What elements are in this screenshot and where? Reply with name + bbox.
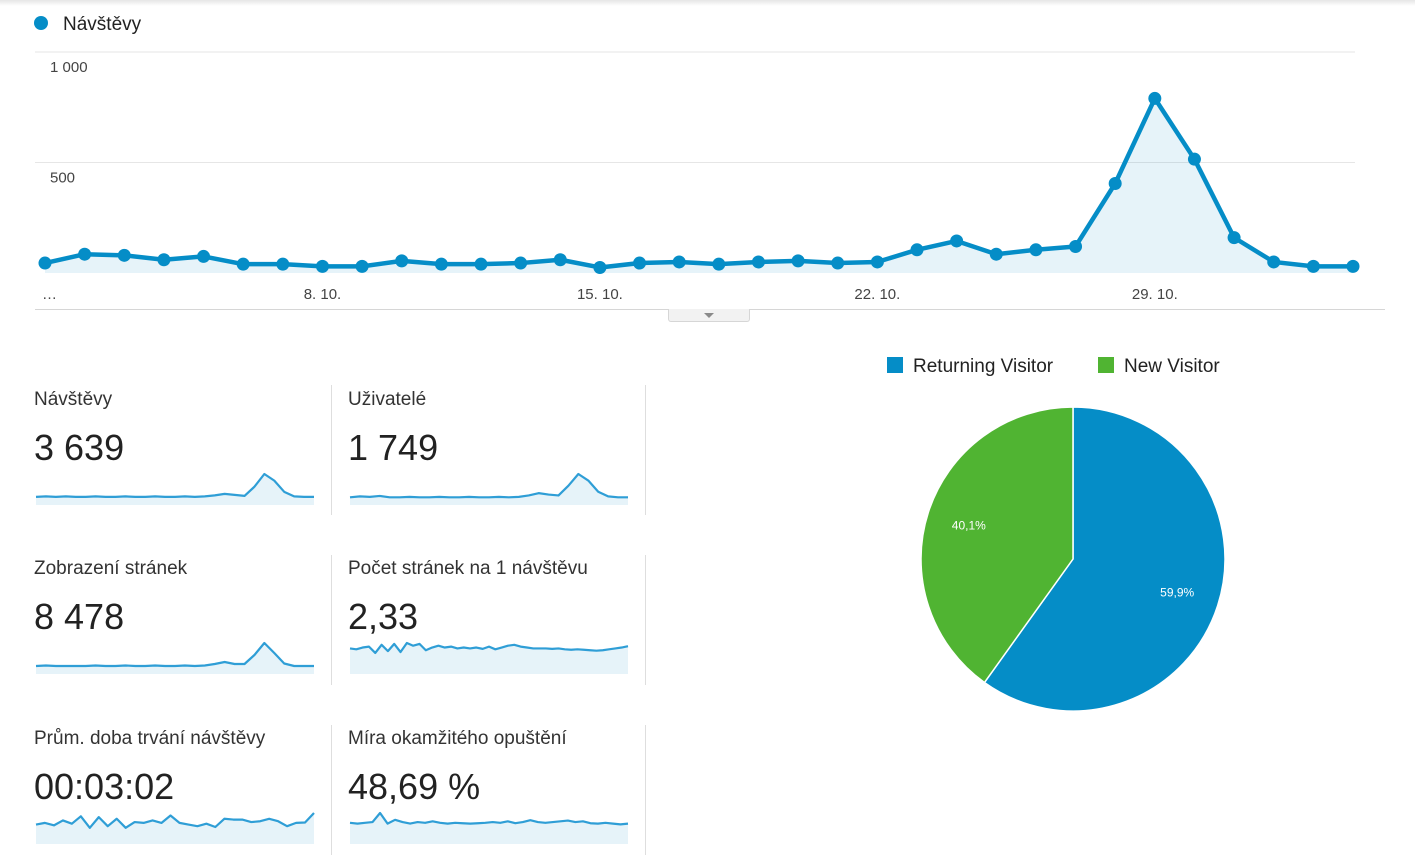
metric-sparkline <box>349 641 629 674</box>
data-point <box>197 249 211 263</box>
metric-value: 8 478 <box>34 596 125 637</box>
top-shadow <box>0 0 1415 6</box>
metric-label: Prům. doba trvání návštěvy <box>34 728 266 749</box>
metric-label: Uživatelé <box>348 389 427 410</box>
metric-divider <box>331 555 332 685</box>
sparkline-line <box>349 472 628 499</box>
legend-label: Returning Visitor <box>913 356 1054 377</box>
pie-slice <box>920 406 1074 684</box>
x-tick-label: 22. 10. <box>854 286 900 303</box>
data-point <box>831 256 845 270</box>
metric-divider <box>645 725 646 855</box>
data-point <box>395 254 409 268</box>
metric-divider <box>645 385 646 515</box>
data-point <box>117 248 131 262</box>
y-tick-label: 1 000 <box>50 59 88 76</box>
metric-sparkline <box>35 472 314 505</box>
metric-value: 48,69 % <box>348 766 481 807</box>
data-point <box>672 255 686 269</box>
data-point <box>514 256 528 270</box>
data-point <box>1148 91 1162 105</box>
data-point <box>276 257 290 271</box>
x-tick-label: 8. 10. <box>304 286 342 303</box>
sparkline-line <box>35 641 314 668</box>
metric-value: 00:03:02 <box>34 766 175 807</box>
legend-label: New Visitor <box>1124 356 1220 377</box>
sparkline-area <box>350 474 628 505</box>
metric-sparkline <box>35 812 315 844</box>
data-point <box>1346 259 1360 273</box>
pie-slice <box>983 406 1226 712</box>
legend-label: Návštěvy <box>63 14 142 35</box>
data-point <box>236 257 250 271</box>
data-point <box>474 257 488 271</box>
metric-label: Počet stránek na 1 návštěvu <box>348 558 588 579</box>
data-point <box>989 247 1003 261</box>
sparkline-line <box>35 812 315 829</box>
data-point <box>157 253 171 267</box>
data-point <box>751 255 765 269</box>
legend-marker <box>34 16 48 30</box>
data-point <box>78 247 92 261</box>
data-point <box>315 259 329 273</box>
metric-divider <box>331 385 332 515</box>
metric-sparkline <box>349 811 629 844</box>
x-tick-label: 15. 10. <box>577 286 623 303</box>
series-line <box>44 96 1353 270</box>
data-point <box>1108 176 1122 190</box>
data-point <box>553 253 567 267</box>
data-point <box>1029 243 1043 257</box>
data-point <box>1306 259 1320 273</box>
data-point <box>38 256 52 270</box>
visits-line-chart: 1 000 500 … 8. 10. 15. 10. 22. 10. 29. 10. Návš… <box>34 14 1385 310</box>
legend-swatch <box>887 357 903 373</box>
sparkline-area <box>350 643 628 674</box>
metric-value: 1 749 <box>348 427 439 468</box>
data-point <box>1267 255 1281 269</box>
pie-slice-label: 59,9% <box>1160 585 1194 599</box>
sparkline-line <box>35 472 314 499</box>
sparkline-area <box>36 643 314 674</box>
data-point <box>712 257 726 271</box>
sparkline-line <box>349 641 629 655</box>
x-tick-label: 29. 10. <box>1132 286 1178 303</box>
metric-label: Míra okamžitého opuštění <box>348 728 567 749</box>
data-point <box>1227 231 1241 245</box>
data-point <box>910 243 924 257</box>
sparkline-line <box>349 811 629 826</box>
data-point <box>633 256 647 270</box>
metric-label: Návštěvy <box>34 389 113 410</box>
metric-label: Zobrazení stránek <box>34 558 188 579</box>
metric-value: 3 639 <box>34 427 125 468</box>
metric-divider <box>645 555 646 685</box>
metric-divider <box>331 725 332 855</box>
chevron-down-icon <box>704 312 714 318</box>
sparkline-area <box>350 813 628 844</box>
metric-value: 2,33 <box>348 596 419 637</box>
visitor-type-pie-chart: 59,9% 40,1% Returning Visitor New Visitor <box>887 356 1226 712</box>
chart-collapse-toggle[interactable] <box>668 309 750 322</box>
data-point <box>434 257 448 271</box>
data-point <box>1187 152 1201 166</box>
series-area <box>45 98 1353 273</box>
metric-sparkline <box>349 472 628 505</box>
data-point <box>791 254 805 268</box>
x-tick-label: … <box>42 286 57 303</box>
pie-slice-label: 40,1% <box>952 519 986 533</box>
y-tick-label: 500 <box>50 170 75 187</box>
data-point <box>1069 239 1083 253</box>
data-point <box>355 259 369 273</box>
data-point <box>870 255 884 269</box>
data-point <box>950 234 964 248</box>
metric-sparkline <box>35 641 314 674</box>
data-point <box>593 260 607 274</box>
legend-swatch <box>1098 357 1114 373</box>
